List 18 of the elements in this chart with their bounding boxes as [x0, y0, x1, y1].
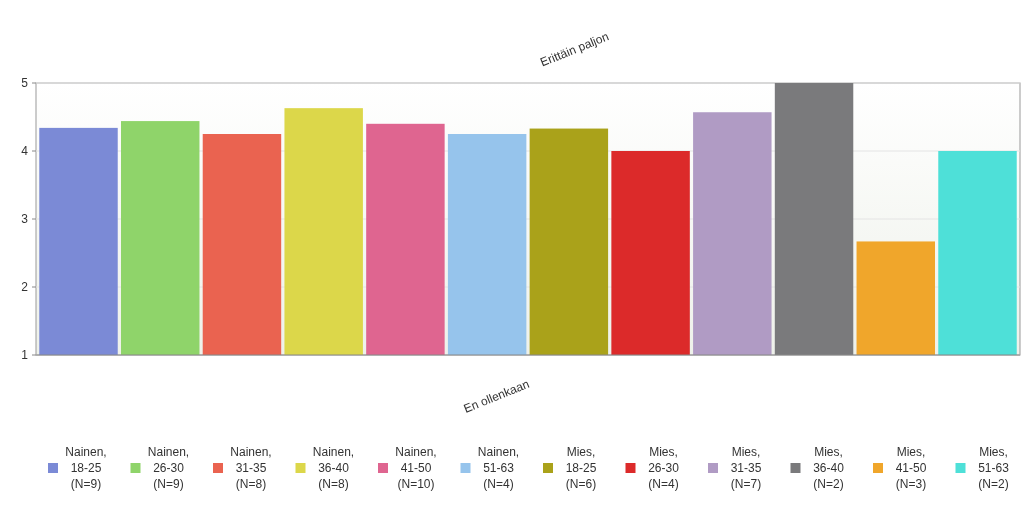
- legend-label: Mies, 31-35 (N=7): [730, 445, 762, 491]
- y-tick-label: 5: [21, 76, 29, 91]
- legend-label: Nainen, 36-40 (N=8): [312, 445, 355, 491]
- y-tick-label: 1: [21, 348, 29, 363]
- text: Erittäin paljon: [538, 29, 611, 70]
- legend-label: Nainen, 41-50 (N=10): [395, 445, 437, 491]
- legend-label: Mies, 18-25 (N=6): [565, 445, 597, 491]
- legend-label: Nainen, 18-25 (N=9): [65, 445, 107, 491]
- legend-label: Mies, 26-30 (N=4): [648, 445, 680, 491]
- y-tick-label: 4: [21, 144, 29, 159]
- y-tick-label: 3: [21, 212, 29, 227]
- y-tick-label: 2: [21, 280, 29, 295]
- legend-label: Nainen, 31-35 (N=8): [230, 445, 272, 491]
- legend-label: Nainen, 51-63 (N=4): [477, 445, 520, 491]
- legend-label: Mies, 36-40 (N=2): [813, 445, 845, 491]
- legend-label: Mies, 41-50 (N=3): [895, 445, 927, 491]
- legend-label: Mies, 51-63 (N=2): [978, 445, 1010, 491]
- legend-label: Nainen, 26-30 (N=9): [147, 445, 190, 491]
